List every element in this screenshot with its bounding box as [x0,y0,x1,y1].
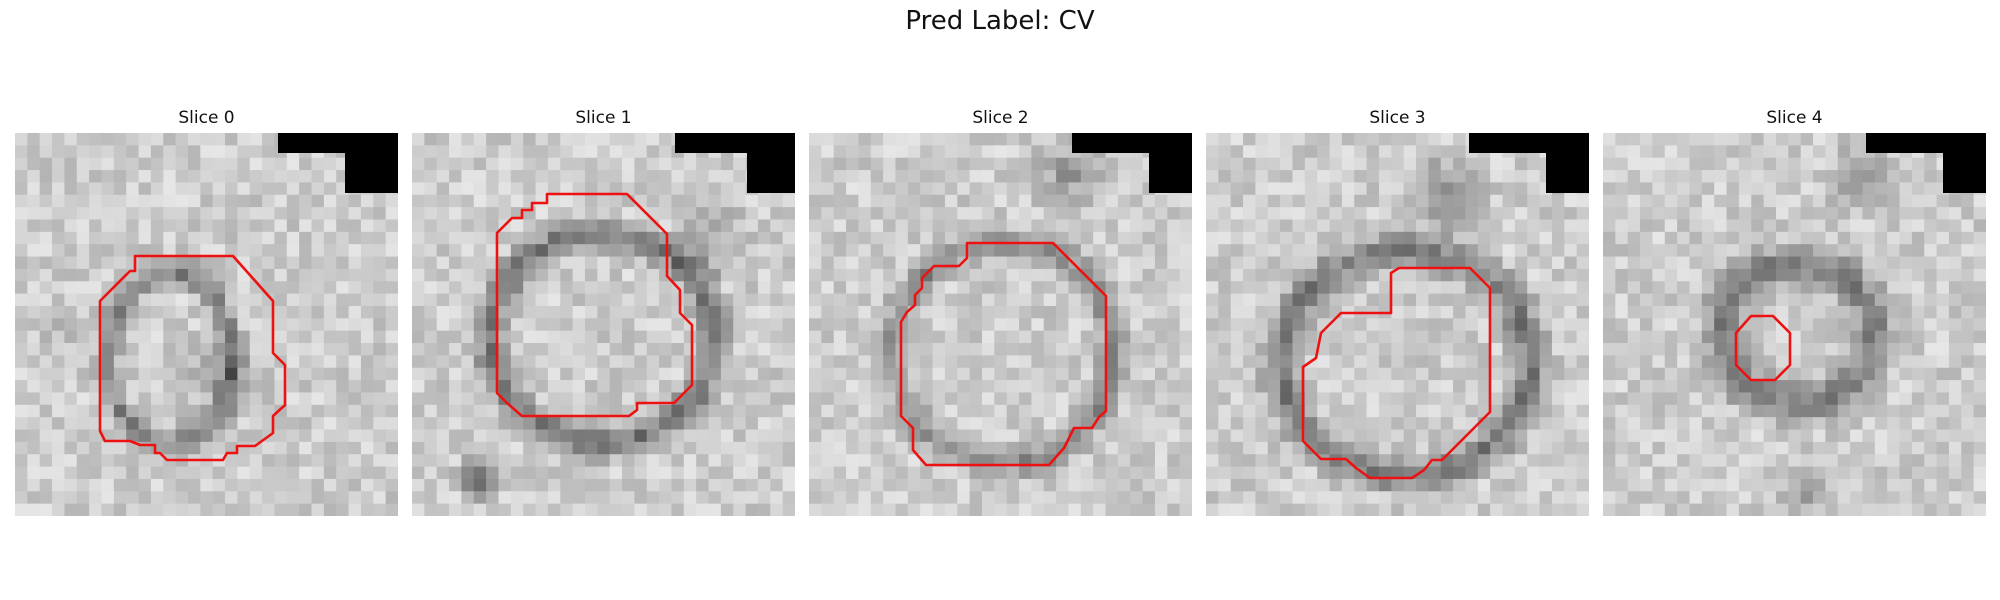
slice-1-title: Slice 1 [575,108,632,128]
prediction-contour [899,241,1108,467]
prediction-contour [495,192,694,418]
black-corner-mask [278,133,398,193]
slice-2-title: Slice 2 [972,108,1029,128]
black-corner-mask [1072,133,1192,193]
slice-1-image [412,133,795,516]
prediction-contour [1734,314,1792,382]
black-corner-mask [1469,133,1589,193]
slice-4-image [1603,133,1986,516]
slice-0-image [15,133,398,516]
slice-2-image [809,133,1192,516]
prediction-contour [1301,266,1492,480]
slice-4-title: Slice 4 [1766,108,1823,128]
slice-0-title: Slice 0 [178,108,235,128]
slice-3-title: Slice 3 [1369,108,1426,128]
prediction-contour [98,254,287,462]
black-corner-mask [1866,133,1986,193]
black-corner-mask [675,133,795,193]
slice-3-image [1206,133,1589,516]
figure-title: Pred Label: CV [905,6,1095,36]
